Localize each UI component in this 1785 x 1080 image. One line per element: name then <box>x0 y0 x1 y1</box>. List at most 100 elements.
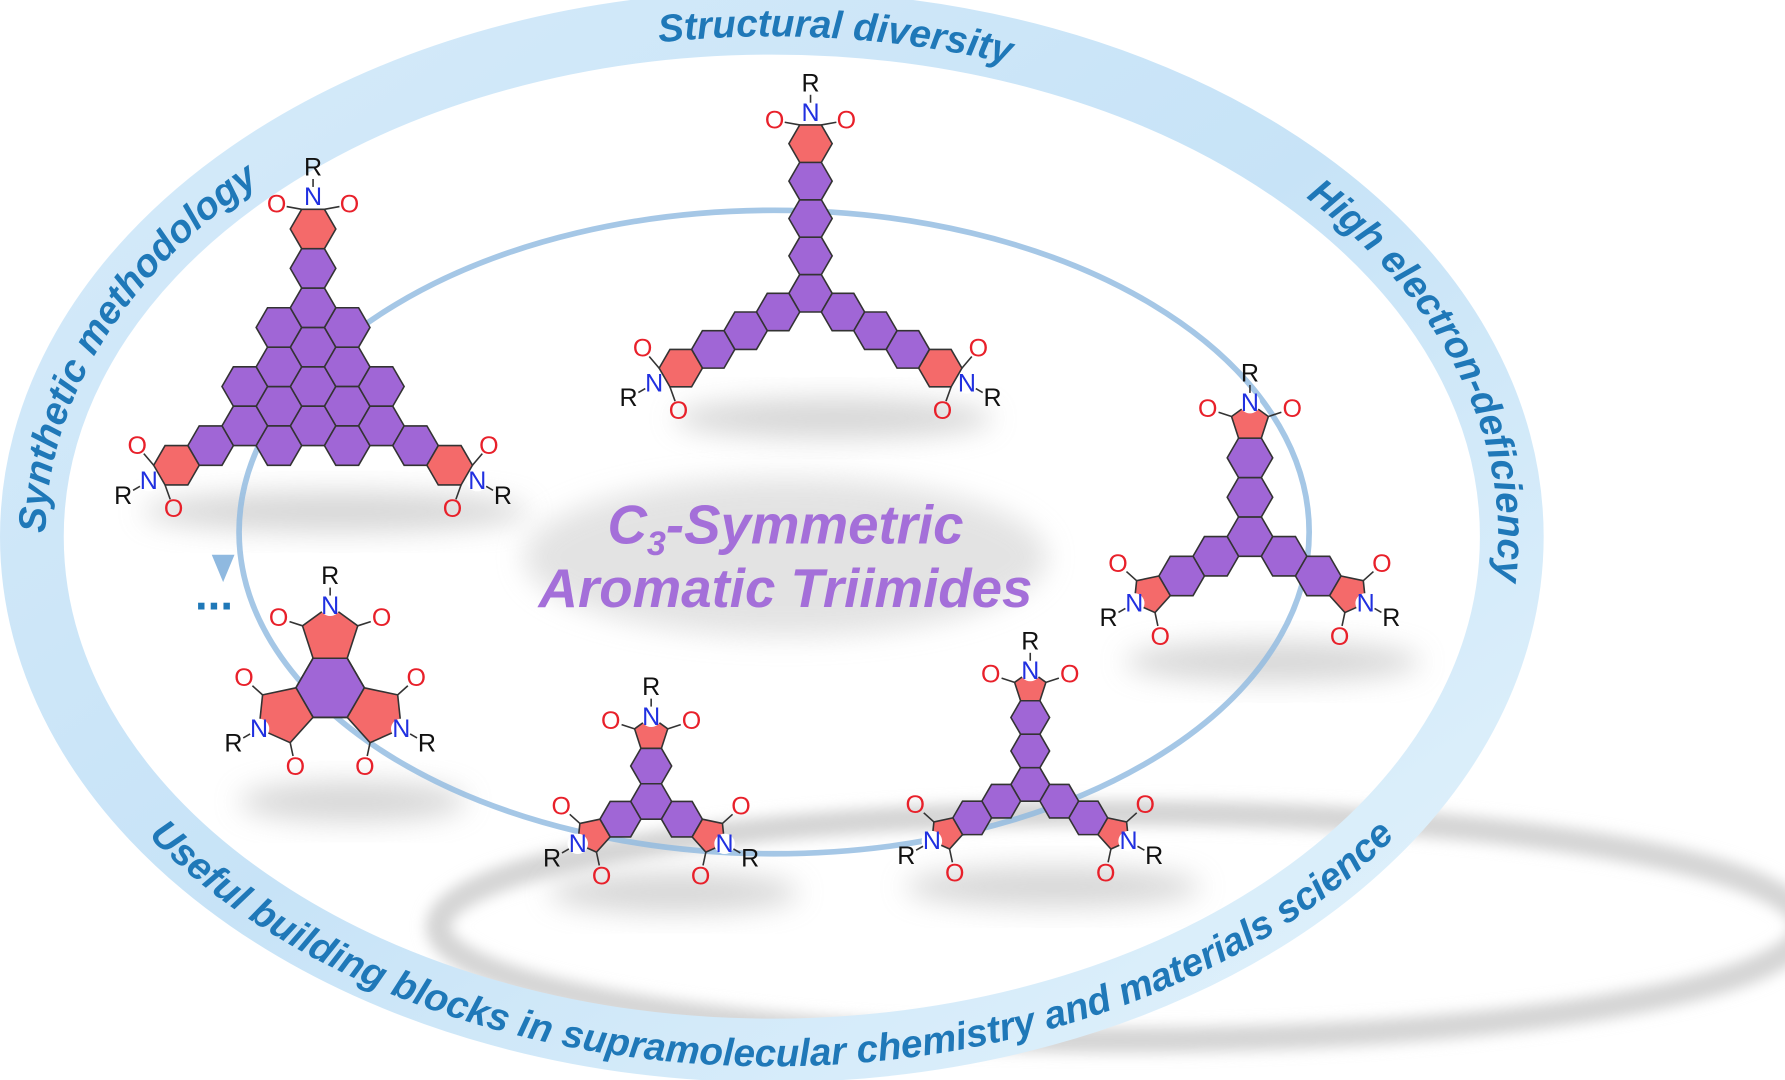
atom-backdrop <box>714 833 735 855</box>
atom-label-n: N <box>140 467 158 495</box>
atom-backdrop <box>643 373 665 394</box>
atom-backdrop <box>800 102 821 124</box>
molecule-shadow <box>142 491 530 533</box>
atom-label-o: O <box>407 664 426 692</box>
atom-label-o: O <box>682 707 701 735</box>
bond <box>1268 411 1282 418</box>
molecule-shadow <box>548 871 800 913</box>
bond <box>569 813 581 825</box>
bond <box>1126 812 1138 823</box>
bond <box>286 205 302 211</box>
bond <box>733 848 741 854</box>
atom-label-n: N <box>1120 827 1138 855</box>
atom-label-r: R <box>114 482 132 510</box>
bond <box>324 205 340 211</box>
atom-label-o: O <box>234 664 253 692</box>
atom-label-r: R <box>642 673 660 701</box>
atom-label-n: N <box>468 467 486 495</box>
atom-label-o: O <box>906 791 925 819</box>
molecule-shadow <box>673 397 993 439</box>
cycle-arrow-icon <box>211 554 235 583</box>
bond <box>1001 677 1015 684</box>
atom-label-n: N <box>321 592 339 620</box>
atom-label-o: O <box>1060 661 1079 689</box>
imide-ring <box>633 715 669 750</box>
aromatic-ring <box>1226 476 1274 518</box>
bond <box>923 812 935 823</box>
atom-label-o: O <box>1096 859 1115 887</box>
atom-label-o: O <box>945 859 964 887</box>
bond <box>1045 677 1060 684</box>
atom-backdrop <box>391 718 412 740</box>
atom-backdrop <box>956 373 978 394</box>
atom-label-r: R <box>304 154 322 182</box>
bond <box>721 813 734 825</box>
atom-backdrop <box>1123 593 1145 614</box>
molecule-shadow <box>1124 641 1421 683</box>
bond <box>471 453 483 466</box>
aromatic-ring <box>787 198 834 238</box>
atom-label-o: O <box>765 106 784 134</box>
atom-label-o: O <box>592 863 611 891</box>
bond <box>975 387 984 394</box>
atom-label-r: R <box>984 384 1002 412</box>
molecule-shadow <box>905 866 1202 908</box>
atom-label-o: O <box>731 793 750 821</box>
bond <box>961 355 973 369</box>
atom-label-r: R <box>1021 627 1039 655</box>
atom-label-n: N <box>304 183 322 211</box>
atom-label-o: O <box>372 604 391 632</box>
atom-backdrop <box>1118 830 1139 852</box>
inner-cycle-ring <box>236 207 1312 857</box>
atom-backdrop <box>248 718 270 740</box>
atom-label-o: O <box>479 432 498 460</box>
atom-label-r: R <box>1145 842 1163 870</box>
bond <box>702 851 707 866</box>
bond <box>397 685 409 696</box>
bond <box>455 484 462 500</box>
atom-label-o: O <box>269 604 288 632</box>
atom-backdrop <box>467 470 488 492</box>
atom-label-o: O <box>601 707 620 735</box>
bond <box>1154 612 1159 627</box>
bond <box>669 386 676 402</box>
imide-ring <box>289 208 337 250</box>
bond <box>784 121 800 126</box>
outer-ring-band <box>0 0 1544 1080</box>
atom-backdrop <box>138 470 160 492</box>
bond <box>915 845 924 851</box>
bond <box>1107 848 1112 863</box>
imide-ring <box>258 686 315 744</box>
atom-label-o: O <box>340 191 359 219</box>
atom-label-n: N <box>642 703 660 731</box>
atom-label-o: O <box>164 495 183 523</box>
atom-label-o: O <box>355 753 374 781</box>
atom-label-r: R <box>1100 604 1118 632</box>
atom-label-o: O <box>552 793 571 821</box>
atom-label-o: O <box>1198 395 1217 423</box>
atom-label-r: R <box>801 69 819 97</box>
atom-label-o: O <box>443 495 462 523</box>
bond <box>561 848 570 854</box>
atom-label-n: N <box>392 715 410 743</box>
atom-label-o: O <box>633 335 652 363</box>
bond <box>1374 607 1382 614</box>
bond <box>164 484 171 500</box>
aromatic-ring <box>787 236 834 276</box>
aromatic-ring <box>787 161 834 201</box>
atom-backdrop <box>319 595 341 617</box>
bond <box>821 121 837 126</box>
bond <box>289 620 303 627</box>
bond <box>637 387 646 394</box>
bond <box>1362 570 1374 582</box>
bond <box>1125 570 1138 582</box>
atom-label-o: O <box>933 397 952 425</box>
atom-label-n: N <box>1021 657 1039 685</box>
title-line-2: Aromatic Triimides <box>537 558 1033 619</box>
